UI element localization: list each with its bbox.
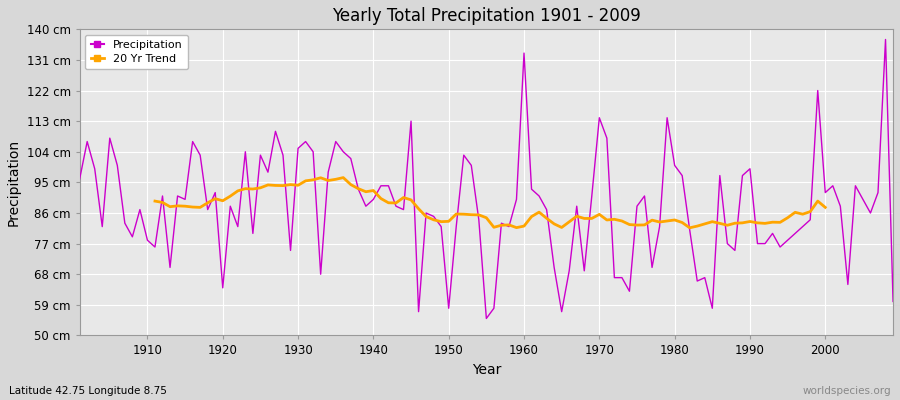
Legend: Precipitation, 20 Yr Trend: Precipitation, 20 Yr Trend bbox=[86, 35, 188, 69]
Text: Latitude 42.75 Longitude 8.75: Latitude 42.75 Longitude 8.75 bbox=[9, 386, 166, 396]
X-axis label: Year: Year bbox=[472, 363, 501, 377]
Text: worldspecies.org: worldspecies.org bbox=[803, 386, 891, 396]
Title: Yearly Total Precipitation 1901 - 2009: Yearly Total Precipitation 1901 - 2009 bbox=[332, 7, 641, 25]
Y-axis label: Precipitation: Precipitation bbox=[7, 139, 21, 226]
